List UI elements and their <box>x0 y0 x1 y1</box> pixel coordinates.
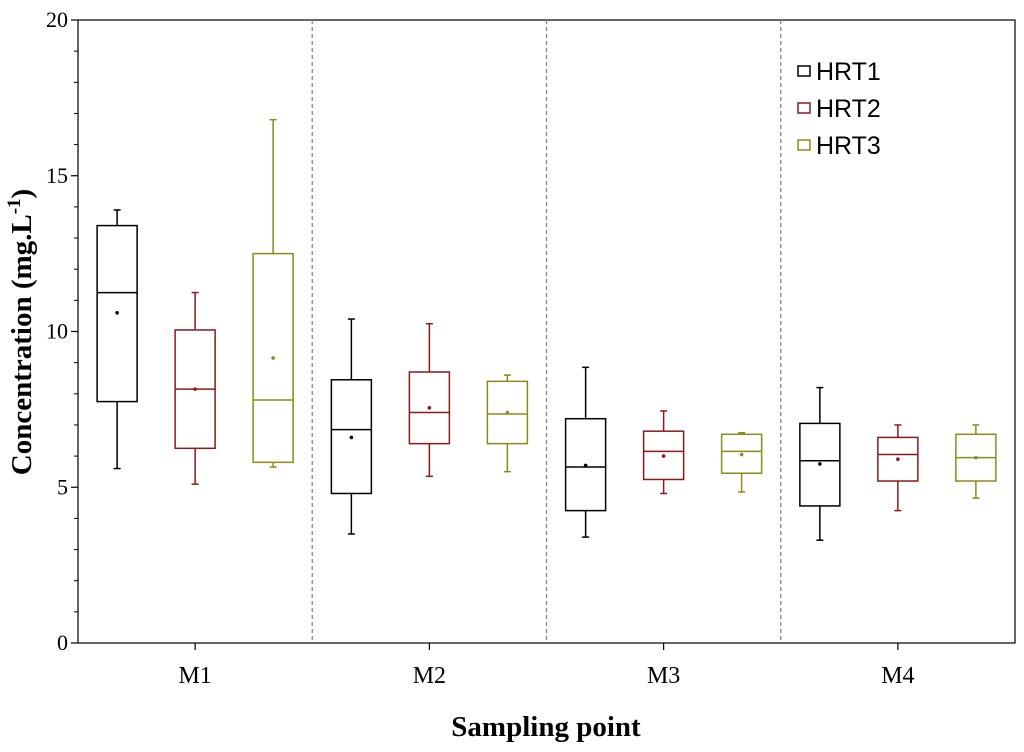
y-tick-label: 10 <box>46 319 68 344</box>
y-tick-label: 15 <box>46 163 68 188</box>
box-iqr <box>720 433 763 474</box>
box-iqr <box>564 417 607 512</box>
box-hrt2-m3 <box>642 410 685 495</box>
y-tick-label: 0 <box>57 630 68 655</box>
x-tick-label: M3 <box>647 663 680 689</box>
y-axis-title-close: ) <box>6 189 38 199</box>
legend-swatch-hrt1 <box>797 65 811 77</box>
mean-marker <box>974 455 978 460</box>
mean-marker <box>193 387 197 391</box>
y-tick-label: 20 <box>46 7 68 32</box>
mean-marker <box>271 356 275 360</box>
box-iqr <box>642 430 685 481</box>
mean-marker <box>583 463 588 468</box>
box-hrt2-m4 <box>877 424 919 512</box>
box-hrt2-m2 <box>408 322 451 478</box>
mean-marker <box>661 454 666 458</box>
y-tick-label: 5 <box>57 474 68 499</box>
y-axis-title-superscript: -1 <box>4 198 25 214</box>
legend: HRT1 HRT2 HRT3 <box>797 58 881 160</box>
category-separators <box>311 20 782 643</box>
x-tick-label: M2 <box>413 663 446 689</box>
mean-marker <box>818 462 822 466</box>
mean-marker <box>896 457 900 462</box>
y-axis-title-main: Concentration (mg.L <box>6 214 38 475</box>
box-hrt3-m3 <box>720 431 763 493</box>
box-series <box>96 118 997 541</box>
y-axis: 0 5 10 15 20 <box>46 7 78 655</box>
box-hrt1-m1 <box>96 209 138 470</box>
x-tick-label: M4 <box>881 663 914 689</box>
box-iqr <box>96 224 138 403</box>
x-tick-label: M1 <box>178 663 211 689</box>
box-hrt1-m2 <box>330 318 373 535</box>
box-hrt3-m1 <box>252 118 294 468</box>
box-hrt2-m1 <box>174 291 216 485</box>
x-axis: M1 M2 M3 M4 <box>178 643 915 689</box>
mean-marker <box>349 435 354 440</box>
legend-label-hrt1: HRT1 <box>816 58 881 86</box>
box-hrt1-m3 <box>564 366 607 538</box>
box-hrt1-m4 <box>799 386 841 541</box>
box-hrt3-m4 <box>955 424 997 499</box>
box-iqr <box>330 379 373 495</box>
box-hrt3-m2 <box>486 374 529 473</box>
y-axis-title: Concentration (mg.L-1) <box>4 189 38 475</box>
legend-label-hrt3: HRT3 <box>816 132 881 160</box>
x-axis-title: Sampling point <box>451 711 641 743</box>
box-iqr <box>252 252 294 464</box>
legend-swatch-hrt3 <box>797 139 811 151</box>
mean-marker <box>739 452 744 457</box>
box-iqr <box>486 380 529 445</box>
mean-marker <box>115 311 119 315</box>
legend-swatch-hrt2 <box>797 102 811 114</box>
box-iqr <box>408 371 451 445</box>
box-iqr <box>799 422 841 507</box>
mean-marker <box>505 410 510 415</box>
legend-label-hrt2: HRT2 <box>816 95 881 123</box>
mean-marker <box>427 406 432 410</box>
box-iqr <box>877 436 919 482</box>
